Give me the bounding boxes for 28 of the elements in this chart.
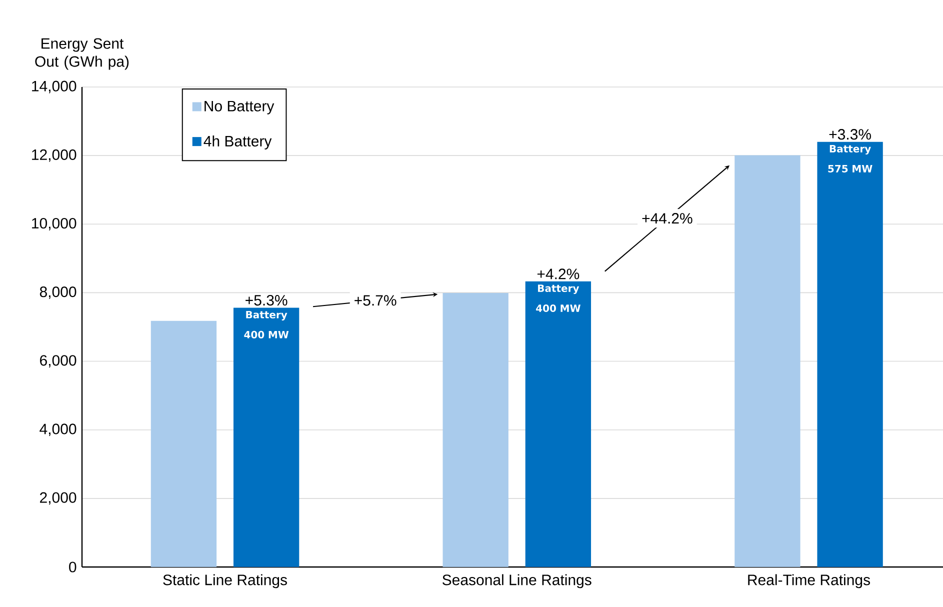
- annotation: Battery 575 MW: [828, 145, 872, 172]
- bar: [442, 293, 508, 567]
- y-tick-label: 12,000: [32, 149, 76, 162]
- legend-label: No Battery: [204, 100, 274, 114]
- annotation: +3.3%: [829, 129, 871, 140]
- x-tick-label: Real-Time Ratings: [748, 574, 870, 588]
- bar: [233, 308, 300, 567]
- y-tick-label: 0: [69, 562, 76, 572]
- y-tick-label: 4,000: [40, 424, 76, 436]
- annotation: +5.3%: [246, 294, 288, 306]
- bar: [817, 142, 883, 567]
- y-tick-label: 14,000: [32, 80, 76, 94]
- bar: [525, 281, 592, 567]
- legend-label: 4h Battery: [204, 135, 272, 150]
- x-tick-label: Static Line Ratings: [163, 574, 287, 588]
- bar: [734, 155, 800, 567]
- annotation: +5.7%: [354, 295, 396, 306]
- annotation: +4.2%: [537, 268, 580, 280]
- annotation: +44.2%: [642, 213, 692, 224]
- y-axis-title: Energy Sent Out (GWh pa): [35, 38, 129, 70]
- y-tick-label: 6,000: [40, 355, 76, 368]
- x-tick-label: Seasonal Line Ratings: [442, 574, 592, 588]
- annotation: Battery 400 MW: [536, 284, 580, 312]
- y-tick-label: 8,000: [40, 286, 76, 299]
- bar: [150, 320, 217, 567]
- annotation: Battery 400 MW: [244, 310, 289, 338]
- y-tick-label: 2,000: [40, 492, 76, 505]
- y-tick-label: 10,000: [32, 218, 76, 230]
